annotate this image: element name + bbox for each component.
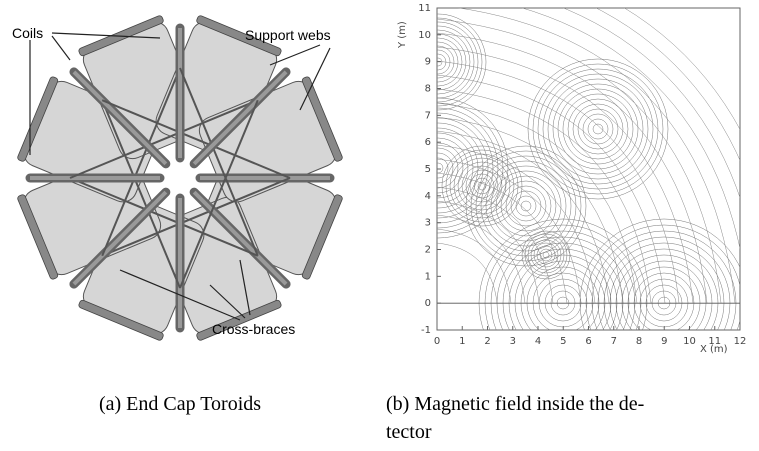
label: Cross-braces — [212, 321, 295, 337]
figure: 0123456789101112-101234567891011 Coils S… — [0, 0, 759, 451]
x-tick-label: 3 — [510, 336, 516, 347]
y-tick-label: 3 — [425, 218, 431, 229]
y-tick-label: 2 — [425, 245, 431, 256]
y-tick-label: 9 — [425, 57, 431, 68]
caption-line: (b) Magnetic field inside the de- — [386, 393, 644, 415]
x-tick-label: 7 — [611, 336, 617, 347]
y-tick-label: 0 — [425, 298, 431, 309]
x-tick-label: 9 — [661, 336, 667, 347]
y-tick-label: 11 — [418, 3, 431, 14]
y-tick-label: 1 — [425, 271, 431, 282]
y-tick-label: 5 — [425, 164, 431, 175]
toroid-drawing — [17, 15, 343, 341]
y-tick-label: -1 — [421, 325, 431, 336]
x-tick-label: 2 — [484, 336, 490, 347]
y-axis-label: Y (m) — [397, 21, 408, 49]
caption-line: tector — [386, 421, 432, 443]
y-tick-label: 6 — [425, 137, 431, 148]
y-tick-label: 4 — [425, 191, 431, 202]
x-tick-label: 0 — [434, 336, 440, 347]
caption: (a) End Cap Toroids — [99, 393, 261, 415]
x-tick-label: 4 — [535, 336, 541, 347]
pointer — [52, 36, 70, 60]
label: Support webs — [245, 27, 331, 43]
y-tick-label: 10 — [418, 30, 431, 41]
x-tick-label: 1 — [459, 336, 465, 347]
x-tick-label: 5 — [560, 336, 566, 347]
x-tick-label: 10 — [683, 336, 696, 347]
x-tick-label: 12 — [734, 336, 747, 347]
x-tick-label: 6 — [585, 336, 591, 347]
label: Coils — [12, 25, 43, 41]
y-tick-label: 7 — [425, 110, 431, 121]
y-tick-label: 8 — [425, 84, 431, 95]
x-axis-label: X (m) — [700, 344, 728, 355]
x-tick-label: 8 — [636, 336, 642, 347]
